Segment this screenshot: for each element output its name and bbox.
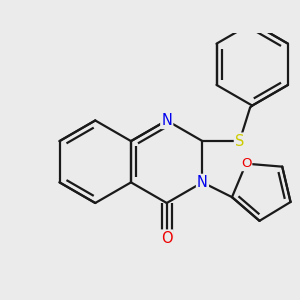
Text: N: N	[197, 175, 208, 190]
Text: N: N	[161, 113, 172, 128]
Text: O: O	[161, 231, 172, 246]
Text: O: O	[241, 157, 251, 170]
Text: S: S	[235, 134, 244, 148]
